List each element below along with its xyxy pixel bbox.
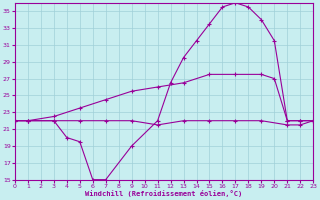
X-axis label: Windchill (Refroidissement éolien,°C): Windchill (Refroidissement éolien,°C) (85, 190, 243, 197)
